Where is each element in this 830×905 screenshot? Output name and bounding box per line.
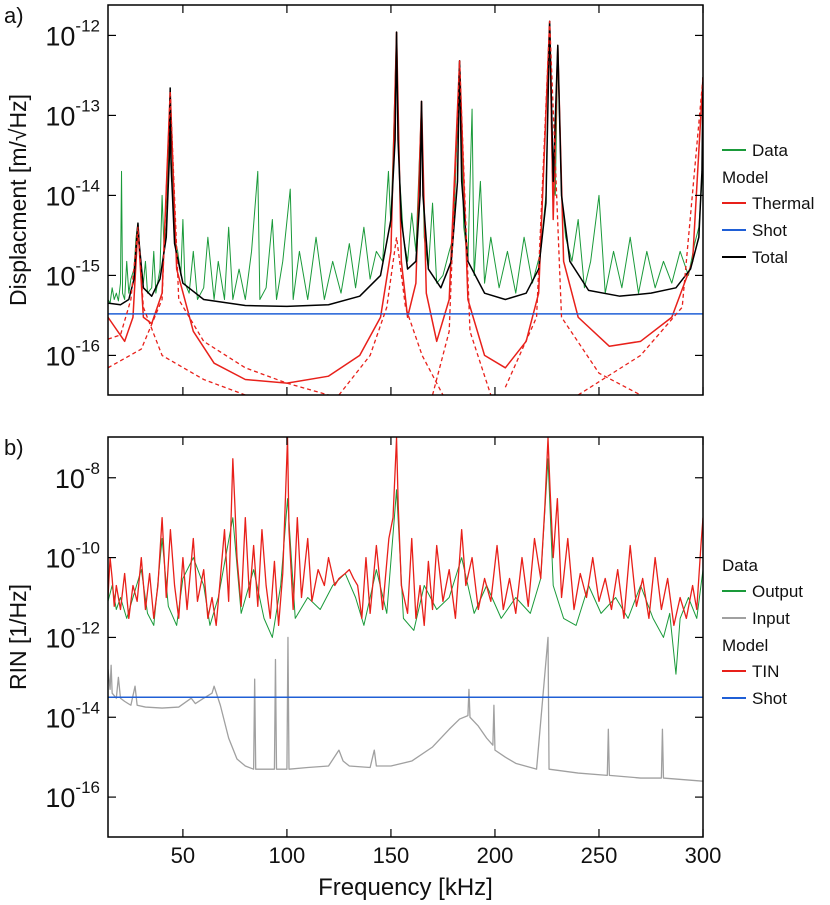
y-tick-exponent: -8 — [85, 459, 100, 478]
legend-label: TIN — [752, 662, 779, 681]
panel-label: b) — [4, 435, 24, 460]
legend-label: Total — [752, 248, 788, 267]
legend-heading: Model — [722, 636, 768, 655]
series-line — [108, 437, 703, 627]
plot-frame — [107, 436, 704, 838]
x-tick-label: 100 — [269, 843, 306, 868]
y-tick-label: 10-10 — [45, 539, 100, 574]
x-tick-label: 250 — [581, 843, 618, 868]
x-tick-label: 300 — [685, 843, 722, 868]
y-tick-exponent: -15 — [75, 256, 100, 275]
legend-label: Shot — [752, 221, 787, 240]
plot-area — [108, 20, 703, 395]
y-tick-exponent: -12 — [75, 16, 100, 35]
plot-area — [108, 437, 703, 782]
legend-label: Thermal — [752, 194, 814, 213]
y-tick-label: 10-16 — [45, 778, 100, 813]
y-tick-exponent: -13 — [75, 96, 100, 115]
x-tick-label: 50 — [171, 843, 195, 868]
plot-frame — [107, 4, 704, 396]
y-tick-exponent: -12 — [75, 618, 100, 637]
y-tick-base: 10 — [45, 101, 75, 131]
y-axis-label: Displacment [m/√Hz] — [5, 94, 31, 306]
y-tick-base: 10 — [55, 464, 85, 494]
y-tick-exponent: -14 — [75, 176, 100, 195]
y-tick-label: 10-12 — [45, 618, 100, 653]
y-tick-base: 10 — [45, 783, 75, 813]
y-tick-label: 10-15 — [45, 256, 100, 291]
series-line — [108, 226, 246, 395]
y-tick-base: 10 — [45, 21, 75, 51]
y-tick-base: 10 — [45, 341, 75, 371]
legend-heading: Data — [722, 556, 758, 575]
y-tick-label: 10-8 — [55, 459, 100, 494]
y-tick-base: 10 — [45, 544, 75, 574]
series-line — [108, 90, 329, 395]
x-tick-label: 200 — [477, 843, 514, 868]
y-axis-label: RIN [1/Hz] — [5, 584, 31, 690]
y-tick-exponent: -16 — [75, 778, 100, 797]
y-tick-exponent: -10 — [75, 539, 100, 558]
legend-label: Shot — [752, 689, 787, 708]
series-line — [504, 20, 641, 395]
series-line — [108, 20, 703, 384]
x-tick-label: 150 — [373, 843, 410, 868]
y-tick-base: 10 — [45, 623, 75, 653]
series-line — [108, 636, 703, 782]
y-tick-base: 10 — [45, 261, 75, 291]
legend-heading: Model — [722, 168, 768, 187]
series-line — [431, 60, 492, 395]
series-line — [577, 77, 703, 395]
panel-label: a) — [4, 3, 24, 28]
y-tick-exponent: -14 — [75, 698, 100, 717]
series-line — [338, 236, 444, 395]
y-tick-exponent: -16 — [75, 336, 100, 355]
legend-label: Data — [752, 141, 788, 160]
x-axis-label: Frequency [kHz] — [318, 874, 493, 901]
y-tick-base: 10 — [45, 703, 75, 733]
legend-label: Output — [752, 582, 803, 601]
y-tick-label: 10-12 — [45, 16, 100, 51]
series-line — [108, 20, 703, 304]
legend-label: Input — [752, 609, 790, 628]
series-line — [108, 458, 703, 675]
y-tick-label: 10-16 — [45, 336, 100, 371]
series-line — [108, 20, 703, 308]
y-tick-label: 10-13 — [45, 96, 100, 131]
y-tick-label: 10-14 — [45, 698, 100, 733]
y-tick-label: 10-14 — [45, 176, 100, 211]
y-tick-base: 10 — [45, 181, 75, 211]
